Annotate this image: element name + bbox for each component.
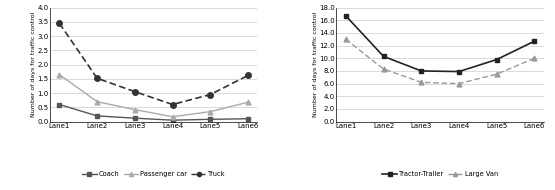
Y-axis label: Number of days for traffic control: Number of days for traffic control — [31, 12, 36, 117]
Y-axis label: Number of days for traffic control: Number of days for traffic control — [313, 12, 318, 117]
Legend: Tractor-Trailer, Large Van: Tractor-Trailer, Large Van — [380, 168, 501, 180]
Legend: Coach, Passenger car, Truck: Coach, Passenger car, Truck — [79, 168, 228, 180]
